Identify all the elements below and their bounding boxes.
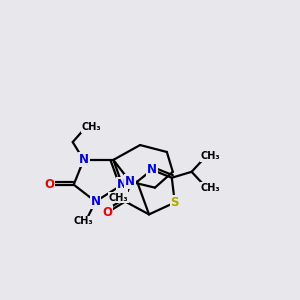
Text: CH₃: CH₃ xyxy=(201,151,220,161)
Text: O: O xyxy=(44,178,54,191)
Text: CH₃: CH₃ xyxy=(74,216,93,226)
Text: N: N xyxy=(91,195,100,208)
Text: N: N xyxy=(79,153,88,167)
Text: O: O xyxy=(102,206,112,219)
Text: N: N xyxy=(117,178,127,191)
Text: N: N xyxy=(147,163,157,176)
Text: CH₃: CH₃ xyxy=(109,193,128,202)
Text: CH₃: CH₃ xyxy=(82,122,101,132)
Text: S: S xyxy=(170,196,179,209)
Text: N: N xyxy=(125,175,135,188)
Text: CH₃: CH₃ xyxy=(201,183,220,193)
